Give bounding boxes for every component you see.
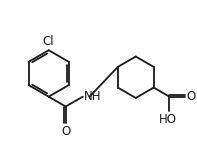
Text: HO: HO <box>159 113 177 126</box>
Text: NH: NH <box>84 90 101 103</box>
Text: O: O <box>186 90 196 103</box>
Text: Cl: Cl <box>43 35 55 48</box>
Text: O: O <box>61 125 70 138</box>
